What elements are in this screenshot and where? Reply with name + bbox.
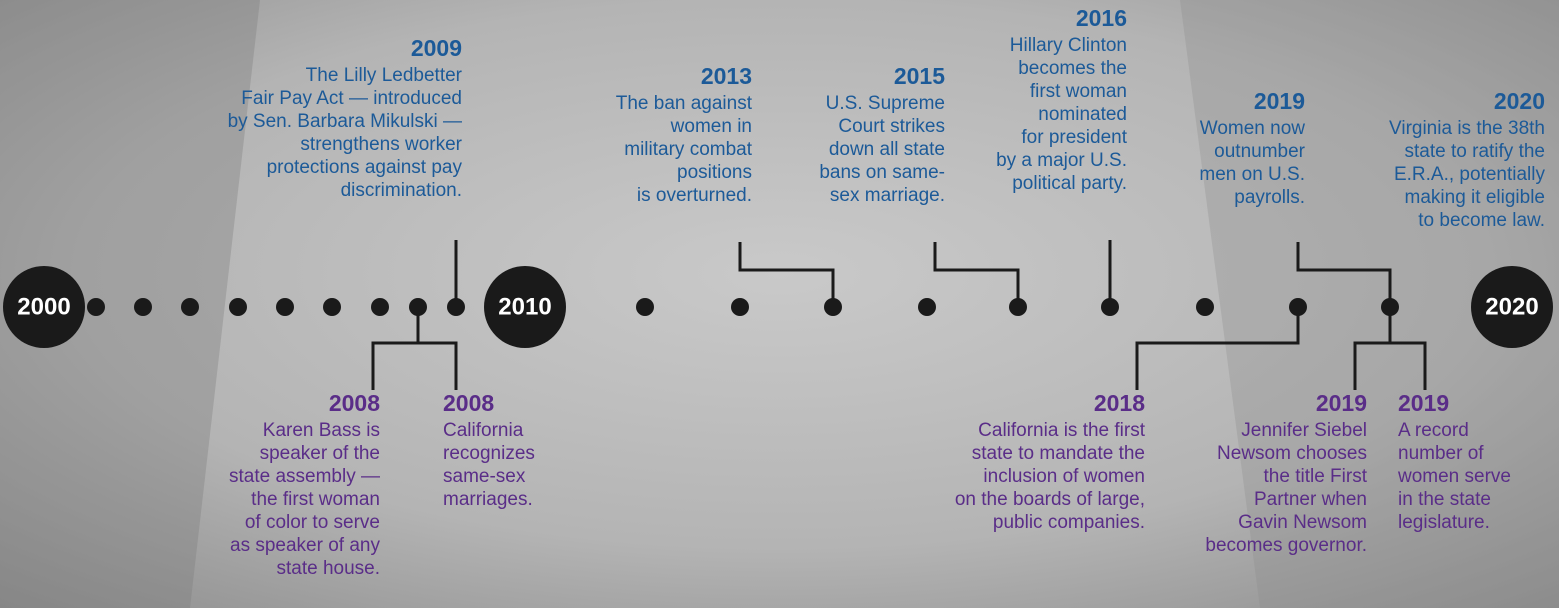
timeline-dot xyxy=(1289,298,1307,316)
event-text: is overturned. xyxy=(637,185,752,206)
event-text: the title First xyxy=(1264,466,1368,487)
event-text: inclusion of women xyxy=(983,466,1145,487)
timeline-dot xyxy=(447,298,465,316)
event-text: military combat xyxy=(624,139,752,160)
event-text: payrolls. xyxy=(1234,187,1305,208)
event-text: on the boards of large, xyxy=(955,489,1145,510)
event-text: making it eligible xyxy=(1405,187,1545,208)
event-text: recognizes xyxy=(443,443,535,464)
timeline-dot xyxy=(918,298,936,316)
timeline-dot xyxy=(134,298,152,316)
event-text: men on U.S. xyxy=(1199,164,1305,185)
event-text: sex marriage. xyxy=(830,185,945,206)
event-year: 2016 xyxy=(1076,5,1127,31)
event-text: first woman xyxy=(1030,81,1127,102)
event-text: becomes governor. xyxy=(1205,535,1367,556)
event-text: California xyxy=(443,420,524,441)
event-year: 2008 xyxy=(443,390,494,416)
timeline-dot xyxy=(229,298,247,316)
event-year: 2019 xyxy=(1254,88,1305,114)
event-text: nominated xyxy=(1038,104,1127,125)
event-text: Partner when xyxy=(1254,489,1367,510)
event-text: Gavin Newsom xyxy=(1238,512,1367,533)
event-text: state assembly — xyxy=(229,466,380,487)
timeline-dot xyxy=(409,298,427,316)
event-year: 2015 xyxy=(894,63,945,89)
event-text: state to ratify the xyxy=(1405,141,1545,162)
event-text: Jennifer Siebel xyxy=(1241,420,1367,441)
timeline-dot xyxy=(276,298,294,316)
event-text: speaker of the xyxy=(260,443,380,464)
timeline-dot xyxy=(824,298,842,316)
timeline-dot xyxy=(636,298,654,316)
event-year: 2019 xyxy=(1398,390,1449,416)
event-text: strengthens worker xyxy=(300,134,462,155)
event-text: same-sex xyxy=(443,466,526,487)
event-text: Court strikes xyxy=(838,116,945,137)
event-text: E.R.A., potentially xyxy=(1394,164,1546,185)
event-text: The ban against xyxy=(616,93,753,114)
timeline-dot xyxy=(1381,298,1399,316)
event-year: 2008 xyxy=(329,390,380,416)
event-text: of color to serve xyxy=(245,512,380,533)
event-text: to become law. xyxy=(1418,210,1545,231)
timeline-dot xyxy=(1196,298,1214,316)
event-text: The Lilly Ledbetter xyxy=(306,65,463,86)
event-text: Women now xyxy=(1200,118,1306,139)
timeline-dot xyxy=(1009,298,1027,316)
event-year: 2013 xyxy=(701,63,752,89)
event-text: becomes the xyxy=(1018,58,1127,79)
event-year: 2020 xyxy=(1494,88,1545,114)
event-text: as speaker of any xyxy=(230,535,380,556)
event-text: political party. xyxy=(1012,173,1127,194)
event-text: public companies. xyxy=(993,512,1145,533)
milestone-label: 2020 xyxy=(1485,293,1538,320)
timeline-dot xyxy=(1101,298,1119,316)
timeline-dot xyxy=(371,298,389,316)
event-text: positions xyxy=(677,162,752,183)
event-text: outnumber xyxy=(1214,141,1306,162)
event-text: for president xyxy=(1021,127,1127,148)
event-text: A record xyxy=(1398,420,1469,441)
event-text: marriages. xyxy=(443,489,533,510)
timeline-dot xyxy=(87,298,105,316)
event-text: Newsom chooses xyxy=(1217,443,1367,464)
event-text: U.S. Supreme xyxy=(826,93,945,114)
timeline-dot xyxy=(731,298,749,316)
event-text: Karen Bass is xyxy=(263,420,380,441)
event-year: 2009 xyxy=(411,35,462,61)
event-text: by Sen. Barbara Mikulski — xyxy=(228,111,462,132)
timeline-dot xyxy=(323,298,341,316)
event-text: number of xyxy=(1398,443,1484,464)
event-text: Fair Pay Act — introduced xyxy=(241,88,462,109)
event-text: discrimination. xyxy=(341,180,462,201)
timeline-dot xyxy=(181,298,199,316)
event-year: 2019 xyxy=(1316,390,1367,416)
event-text: down all state xyxy=(829,139,945,160)
milestone-label: 2000 xyxy=(17,293,70,320)
event-text: women serve xyxy=(1397,466,1511,487)
event-text: state to mandate the xyxy=(972,443,1145,464)
event-text: women in xyxy=(670,116,752,137)
milestone-label: 2010 xyxy=(498,293,551,320)
event-text: the first woman xyxy=(251,489,380,510)
event-text: bans on same- xyxy=(819,162,945,183)
event-text: by a major U.S. xyxy=(996,150,1127,171)
event-text: in the state xyxy=(1398,489,1491,510)
event-text: legislature. xyxy=(1398,512,1490,533)
event-text: state house. xyxy=(276,558,380,579)
event-text: protections against pay xyxy=(267,157,463,178)
event-text: Hillary Clinton xyxy=(1010,35,1127,56)
timeline: 2000 2010 2020 2009 The Lilly LedbetterFair … xyxy=(0,0,1559,608)
event-year: 2018 xyxy=(1094,390,1145,416)
event-text: Virginia is the 38th xyxy=(1389,118,1545,139)
event-text: California is the first xyxy=(978,420,1146,441)
